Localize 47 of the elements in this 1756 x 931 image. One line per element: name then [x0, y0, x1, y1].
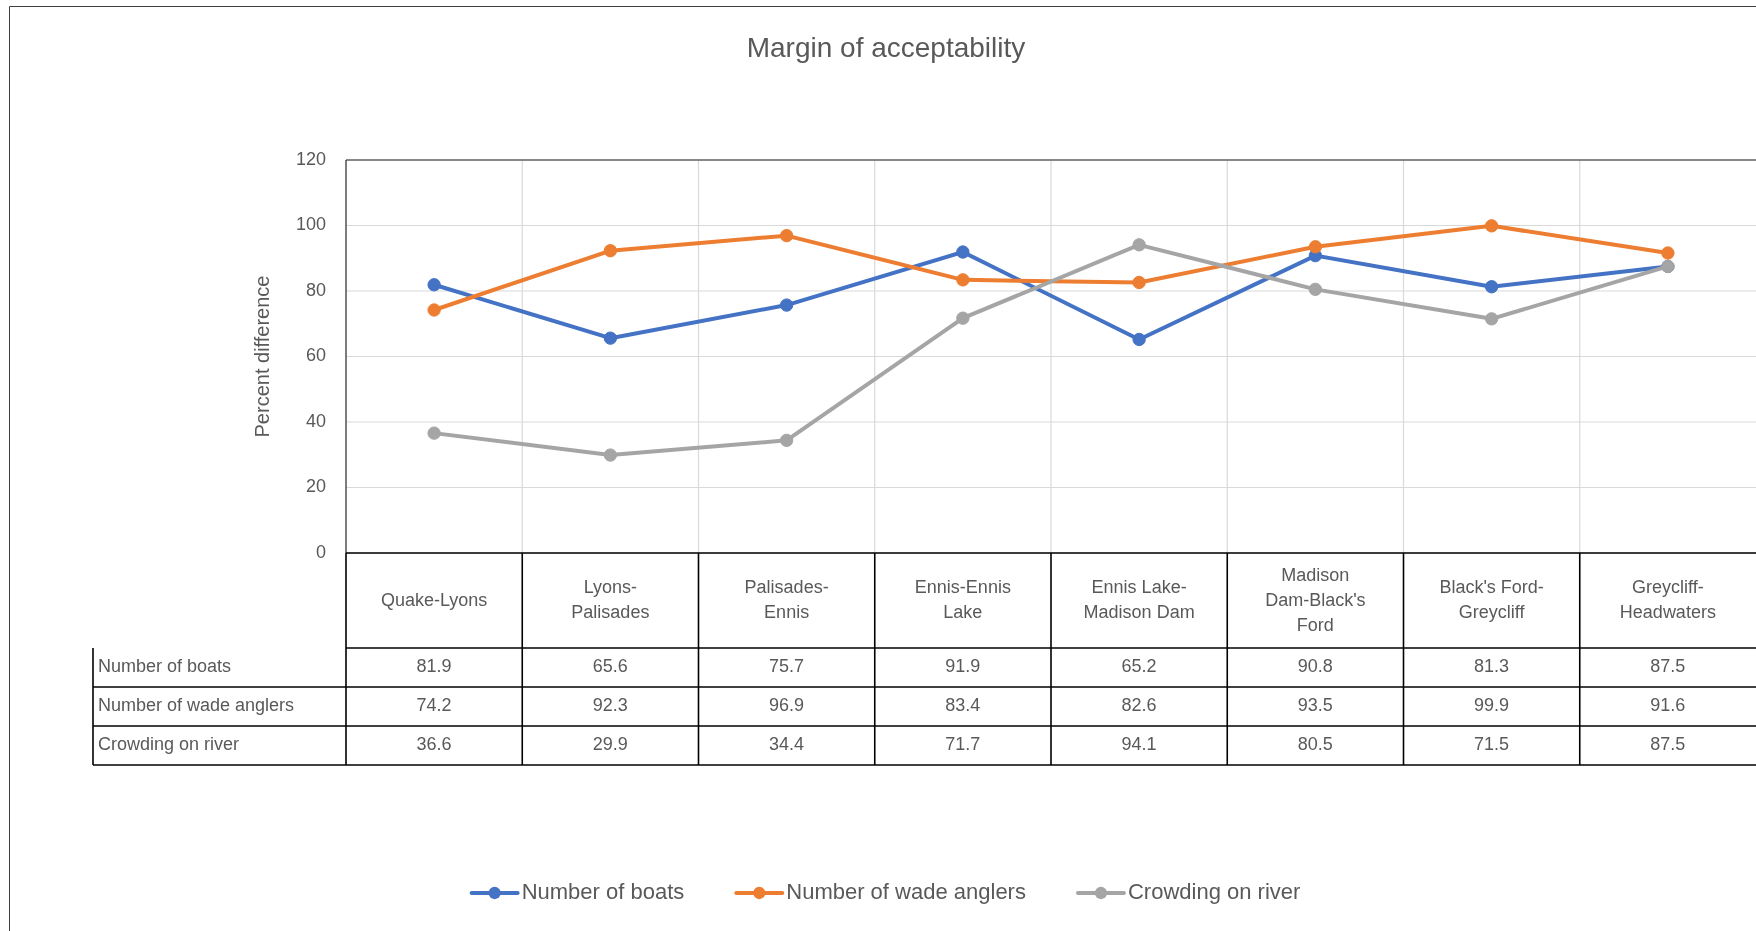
y-tick-label: 40 [305, 410, 326, 431]
y-tick-label: 60 [305, 345, 326, 366]
legend-label: Number of wade anglers [786, 878, 1026, 904]
data-label: 90.8 [1297, 656, 1333, 677]
y-axis-title: Percent difference [251, 275, 274, 438]
data-label: 87.5 [1650, 734, 1686, 755]
data-label: 87.5 [1650, 656, 1686, 677]
x-tick-label: Madison Dam-Black's Ford [1265, 564, 1366, 635]
data-label: 71.7 [945, 734, 981, 755]
y-tick-label: 100 [295, 214, 326, 235]
data-label: 74.2 [416, 695, 452, 716]
y-tick-label: 20 [305, 476, 326, 497]
data-label: 65.2 [1121, 656, 1157, 677]
x-tick-label: Greycliff-Headwaters [1619, 576, 1716, 622]
data-label: 36.6 [416, 734, 452, 755]
x-tick-label: Quake-Lyons [380, 589, 488, 610]
data-label: 82.6 [1121, 695, 1157, 716]
x-tick-label: Black's Ford-Greycliff [1439, 576, 1544, 622]
data-label: 94.1 [1121, 734, 1157, 755]
data-label: 81.3 [1474, 656, 1510, 677]
x-tick-label: Palisades-Ennis [744, 576, 829, 622]
data-label: 91.9 [945, 656, 981, 677]
text: Number of boats [98, 656, 232, 677]
data-label: 93.5 [1297, 695, 1333, 716]
data-label: 71.5 [1474, 734, 1510, 755]
y-tick-label: 80 [305, 279, 326, 300]
data-label: 75.7 [769, 656, 805, 677]
data-label: 91.6 [1650, 695, 1686, 716]
x-tick-label: Ennis Lake-Madison Dam [1083, 576, 1195, 622]
y-tick-label: 0 [315, 541, 326, 562]
data-label: 29.9 [592, 734, 628, 755]
y-tick-label: 120 [295, 148, 326, 169]
data-label: 81.9 [416, 656, 452, 677]
data-label: 83.4 [945, 695, 981, 716]
data-label: 96.9 [769, 695, 805, 716]
text: Crowding on river [98, 734, 240, 755]
legend-label: Crowding on river [1127, 878, 1301, 904]
text: Number of wade anglers [98, 695, 295, 716]
x-tick-label: Ennis-Ennis Lake [914, 576, 1011, 622]
legend-label: Number of boats [521, 878, 685, 904]
data-label: 34.4 [769, 734, 805, 755]
data-label: 65.6 [592, 656, 628, 677]
x-tick-label: Lyons-Palisades [571, 576, 650, 622]
data-label: 99.9 [1474, 695, 1510, 716]
chart-title: Margin of acceptability [746, 32, 1026, 64]
data-label: 92.3 [592, 695, 628, 716]
data-label: 80.5 [1297, 734, 1333, 755]
